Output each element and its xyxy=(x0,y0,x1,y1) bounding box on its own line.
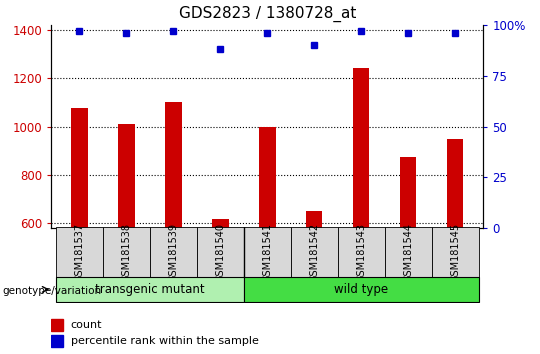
Bar xyxy=(56,227,103,278)
Bar xyxy=(353,68,369,228)
Text: GSM181537: GSM181537 xyxy=(75,223,84,282)
Bar xyxy=(306,211,322,228)
Bar xyxy=(51,335,63,347)
Text: GSM181545: GSM181545 xyxy=(450,223,460,282)
Bar xyxy=(291,227,338,278)
Text: wild type: wild type xyxy=(334,283,388,296)
Text: percentile rank within the sample: percentile rank within the sample xyxy=(71,336,259,346)
Bar xyxy=(244,227,291,278)
Bar xyxy=(244,277,478,302)
Bar xyxy=(165,102,181,228)
Text: GSM181541: GSM181541 xyxy=(262,223,272,282)
Bar xyxy=(118,124,134,228)
Bar xyxy=(259,127,275,228)
Bar xyxy=(71,108,87,228)
Text: GSM181544: GSM181544 xyxy=(403,223,413,282)
Text: GSM181540: GSM181540 xyxy=(215,223,225,282)
Text: genotype/variation: genotype/variation xyxy=(3,286,102,296)
Bar xyxy=(197,227,244,278)
Bar xyxy=(338,227,384,278)
Text: GSM181542: GSM181542 xyxy=(309,223,319,282)
Bar xyxy=(447,139,463,228)
Bar xyxy=(212,219,228,228)
Text: GSM181543: GSM181543 xyxy=(356,223,366,282)
Bar xyxy=(400,157,416,228)
Bar xyxy=(384,227,431,278)
Text: count: count xyxy=(71,320,102,330)
Bar xyxy=(103,227,150,278)
Bar xyxy=(150,227,197,278)
Text: GSM181539: GSM181539 xyxy=(168,223,178,282)
Bar xyxy=(51,319,63,331)
Bar xyxy=(56,277,244,302)
Bar xyxy=(431,227,478,278)
Text: GSM181538: GSM181538 xyxy=(122,223,131,282)
Title: GDS2823 / 1380728_at: GDS2823 / 1380728_at xyxy=(179,6,356,22)
Text: transgenic mutant: transgenic mutant xyxy=(95,283,205,296)
